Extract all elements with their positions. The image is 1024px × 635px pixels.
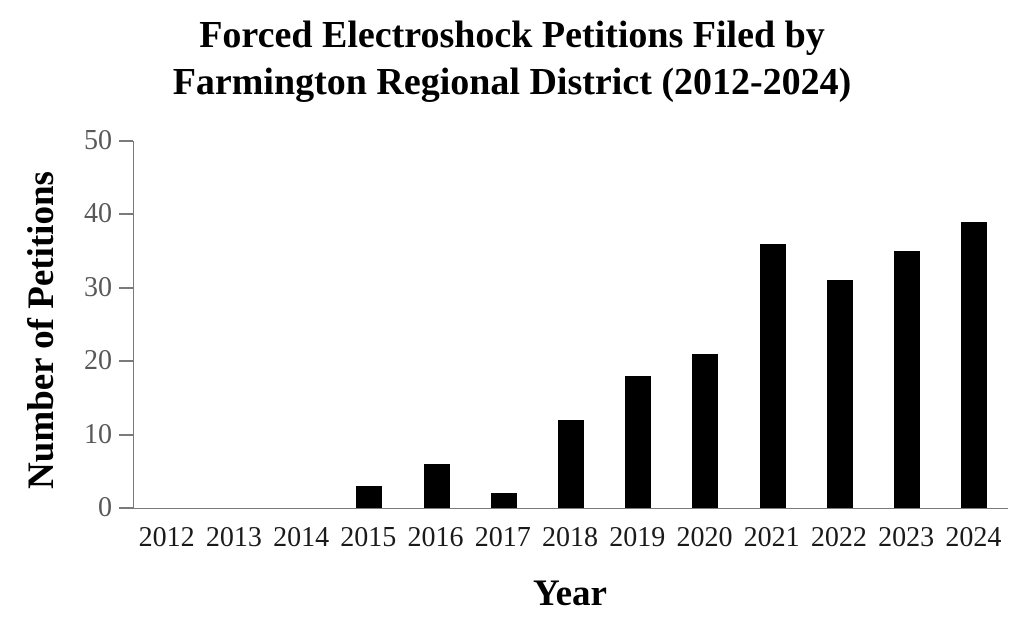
- bar: [558, 419, 584, 508]
- y-tick-label: 50: [84, 125, 112, 156]
- bar: [625, 375, 652, 508]
- chart-title-line2: Farmington Regional District (2012-2024): [172, 61, 852, 103]
- x-tick-label: 2023: [878, 522, 935, 553]
- bar: [759, 243, 786, 508]
- bar: [961, 221, 988, 508]
- x-tick-label: 2014: [273, 522, 330, 553]
- x-tick-label: 2013: [205, 522, 262, 553]
- bar: [423, 463, 450, 508]
- x-tick-label: 2019: [609, 522, 666, 553]
- y-tick-label: 30: [84, 271, 112, 303]
- x-tick-label: 2020: [676, 522, 733, 553]
- bar: [692, 353, 719, 508]
- x-tick-label: 2012: [138, 522, 195, 553]
- chart-title: Forced Electroshock Petitions Filed by F…: [0, 12, 1024, 106]
- bar: [826, 280, 853, 508]
- y-tick-label: 20: [84, 345, 112, 377]
- y-axis-title: Number of Petitions: [21, 171, 62, 489]
- x-tick-label: 2016: [407, 522, 464, 553]
- y-tick-mark: [119, 433, 133, 436]
- bar: [894, 251, 921, 508]
- y-tick-mark: [119, 507, 133, 509]
- x-tick-label: 2018: [541, 522, 598, 553]
- y-tick-label: 0: [98, 492, 112, 523]
- y-tick-mark: [119, 140, 133, 142]
- bar: [490, 493, 517, 508]
- y-tick-label: 10: [84, 418, 112, 450]
- y-tick-label: 40: [84, 198, 112, 230]
- x-tick-label: 2017: [474, 522, 531, 553]
- chart-title-line1: Forced Electroshock Petitions Filed by: [199, 14, 825, 56]
- x-axis-title: Year: [533, 573, 607, 614]
- x-tick-label: 2021: [743, 522, 800, 553]
- x-tick-label: 2015: [340, 522, 397, 553]
- x-tick-label: 2022: [810, 522, 867, 553]
- plot-area: [133, 141, 1008, 509]
- y-tick-mark: [119, 213, 133, 216]
- y-tick-mark: [119, 286, 133, 289]
- y-tick-mark: [119, 360, 133, 363]
- x-tick-label: 2024: [945, 522, 1002, 553]
- bar: [356, 485, 383, 508]
